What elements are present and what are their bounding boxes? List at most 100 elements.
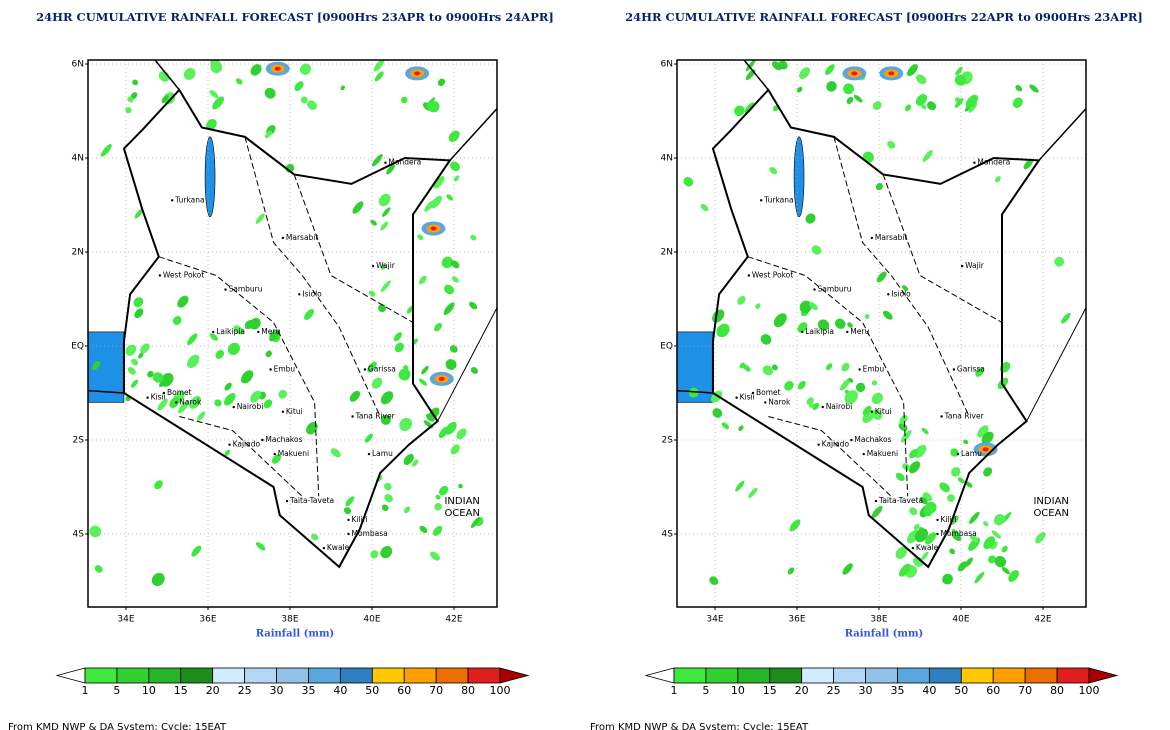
colorbar-segment [705,667,739,684]
rain-patch [909,507,918,516]
place-dot [384,161,387,164]
rain-patch [380,414,391,425]
place-label: Isiolo [302,289,322,298]
place-dot [956,452,960,456]
rain-patch [169,396,180,408]
rain-patch [806,397,814,405]
rain-patch [255,213,265,224]
rain-patch [1001,545,1008,553]
place-label: Garissa [957,365,985,374]
rain-patch [398,368,411,381]
rain-patch [374,71,384,82]
county-border [768,416,892,497]
place-label: Laikipia [805,327,834,336]
place-label: Turkana [174,195,204,204]
colorbar-label: 35 [301,684,315,697]
place-label: Mombasa [941,529,977,538]
rain-patch [370,219,377,226]
rain-heavy [430,226,437,231]
rain-patch [778,60,788,70]
lon-label: 40E [952,615,969,625]
rain-patch [993,513,1005,526]
rain-patch [939,482,950,493]
place-dot [813,288,816,291]
colorbar-segment [116,667,150,684]
colorbar-label: 40 [922,684,936,697]
colorbar-segment [769,667,803,684]
colorbar-arrow [55,667,86,684]
place-label: Machakos [265,435,302,444]
rain-patch [914,444,927,458]
lon-label: 36E [199,615,216,625]
place-label: Bomet [167,388,192,397]
place-label: Wajir [965,261,985,270]
place-dot [960,264,964,268]
lon-label: 34E [117,615,134,625]
rain-patch [844,390,858,405]
lon-label: 42E [1034,615,1051,625]
neighbour-border [1038,107,1086,161]
rain-patch [954,74,967,86]
rain-patch [809,403,814,408]
rain-patch [871,409,883,420]
place-dot [940,415,943,418]
rain-patch [444,284,454,295]
rain-patch [89,525,102,538]
rain-patch [709,576,719,586]
rain-patch [191,545,202,557]
rain-patch [957,561,968,572]
rain-patch [951,467,961,477]
rain-patch [915,93,928,106]
rain-patch [418,275,427,285]
lake-turkana [793,136,805,218]
rain-patch [470,234,477,241]
place-dot [952,368,956,371]
colorbar-segment [435,667,469,684]
place-dot [887,293,890,296]
coastline [1026,306,1086,422]
rain-patch [983,521,989,527]
rain-patch [244,320,254,330]
rain-patch [871,392,883,405]
colorbar-segment [928,667,962,684]
colorbar-segment [833,667,866,684]
rain-patch [434,322,442,332]
rain-patch [177,295,189,308]
rain-patch [1054,256,1065,267]
colorbar-segment [992,667,1026,684]
lat-label: 4N [72,154,84,164]
rain-patch [875,183,883,191]
place-dot [261,438,264,442]
rain-patch [898,422,908,432]
rain-patch [197,411,206,421]
rain-patch [439,485,449,496]
rain-patch [435,494,441,500]
map-frame [676,59,1087,608]
place-label: Mandera [388,158,421,167]
rain-patch [417,234,424,241]
rain-patch [1001,567,1010,575]
rain-patch [942,573,953,585]
rain-patch [470,367,478,374]
rain-patch [915,74,927,85]
rain-patch [133,297,144,308]
ocean-label: INDIAN [1033,496,1068,507]
rain-patch [983,536,996,550]
rain-patch [127,366,136,375]
rain-patch [160,373,174,387]
rain-patch [378,304,387,313]
colorbar-label: 1 [82,684,89,697]
rain-patch [712,309,725,323]
county-border [158,256,320,497]
rain-patch [834,318,846,329]
colorbar-segment [737,667,771,684]
colorbar-segment [865,667,898,684]
rain-patch [921,551,929,560]
place-dot [874,499,878,503]
county-border [293,174,414,323]
rain-patch [895,546,908,559]
colorbar-segment [673,667,707,684]
lat-label: EQ [71,342,84,352]
place-dot [371,264,375,268]
rain-heavy [851,71,858,76]
